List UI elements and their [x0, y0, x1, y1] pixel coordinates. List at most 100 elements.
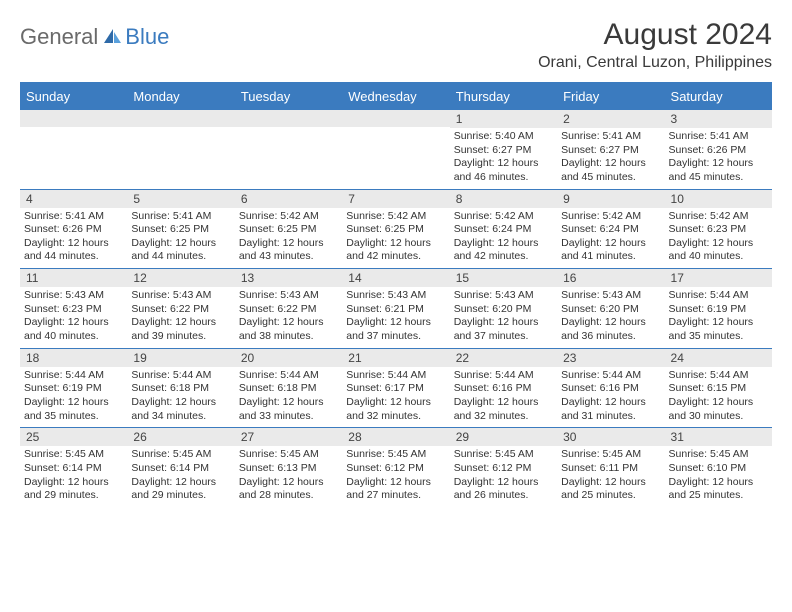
day-sunset: Sunset: 6:19 PM — [24, 382, 123, 396]
day-sunrise: Sunrise: 5:41 AM — [24, 210, 123, 224]
day-sunrise: Sunrise: 5:43 AM — [561, 289, 660, 303]
day-number: 12 — [127, 269, 234, 287]
calendar-day-cell — [20, 110, 127, 189]
day-sunrise: Sunrise: 5:41 AM — [669, 130, 768, 144]
calendar-day-cell: 20Sunrise: 5:44 AMSunset: 6:18 PMDayligh… — [235, 349, 342, 428]
day-number: 3 — [665, 110, 772, 128]
day-number: 11 — [20, 269, 127, 287]
day-day2: and 37 minutes. — [454, 330, 553, 344]
day-details: Sunrise: 5:42 AMSunset: 6:23 PMDaylight:… — [665, 208, 772, 269]
day-sunset: Sunset: 6:27 PM — [454, 144, 553, 158]
day-sunrise: Sunrise: 5:40 AM — [454, 130, 553, 144]
calendar-week-row: 1 Sunrise: 5:40 AMSunset: 6:27 PM Daylight… — [20, 109, 772, 189]
day-day1: Daylight: 12 hours — [561, 476, 660, 490]
day-number: 8 — [450, 190, 557, 208]
day-day2: and 35 minutes. — [669, 330, 768, 344]
day-day2: and 33 minutes. — [239, 410, 338, 424]
day-number: 15 — [450, 269, 557, 287]
calendar-week-row: 11Sunrise: 5:43 AMSunset: 6:23 PMDayligh… — [20, 268, 772, 348]
day-day1: Daylight: 12 hours — [561, 157, 660, 171]
day-day2: and 37 minutes. — [346, 330, 445, 344]
day-number: 18 — [20, 349, 127, 367]
day-details: Sunrise: 5:41 AMSunset: 6:27 PMDaylight:… — [557, 128, 664, 189]
calendar-day-cell: 29Sunrise: 5:45 AMSunset: 6:12 PMDayligh… — [450, 428, 557, 507]
day-day1: Daylight: 12 hours — [669, 316, 768, 330]
day-day1: Daylight: 12 hours — [561, 316, 660, 330]
day-day1: Daylight: 12 hours — [239, 396, 338, 410]
calendar-day-cell: 31Sunrise: 5:45 AMSunset: 6:10 PMDayligh… — [665, 428, 772, 507]
calendar-day-cell: 18Sunrise: 5:44 AMSunset: 6:19 PMDayligh… — [20, 349, 127, 428]
day-sunrise: Sunrise: 5:43 AM — [454, 289, 553, 303]
day-sunrise: Sunrise: 5:45 AM — [131, 448, 230, 462]
day-sunset: Sunset: 6:13 PM — [239, 462, 338, 476]
day-number: 25 — [20, 428, 127, 446]
day-sunset: Sunset: 6:18 PM — [239, 382, 338, 396]
day-details: Sunrise: 5:44 AMSunset: 6:15 PMDaylight:… — [665, 367, 772, 428]
weekday-header: Friday — [557, 84, 664, 109]
day-sunrise: Sunrise: 5:44 AM — [669, 369, 768, 383]
day-number: 1 — [450, 110, 557, 128]
day-day2: and 26 minutes. — [454, 489, 553, 503]
day-day2: and 28 minutes. — [239, 489, 338, 503]
month-title: August 2024 — [538, 18, 772, 52]
day-day1: Daylight: 12 hours — [669, 396, 768, 410]
day-number — [20, 110, 127, 127]
location-subtitle: Orani, Central Luzon, Philippines — [538, 54, 772, 72]
day-sunset: Sunset: 6:22 PM — [239, 303, 338, 317]
day-day2: and 35 minutes. — [24, 410, 123, 424]
title-block: August 2024 Orani, Central Luzon, Philip… — [538, 18, 772, 72]
day-day2: and 44 minutes. — [24, 250, 123, 264]
day-details: Sunrise: 5:42 AMSunset: 6:24 PMDaylight:… — [450, 208, 557, 269]
day-details: Sunrise: 5:41 AMSunset: 6:26 PMDaylight:… — [20, 208, 127, 269]
calendar-day-cell: 13Sunrise: 5:43 AMSunset: 6:22 PMDayligh… — [235, 269, 342, 348]
day-details: Sunrise: 5:45 AMSunset: 6:10 PMDaylight:… — [665, 446, 772, 507]
day-sunset: Sunset: 6:16 PM — [454, 382, 553, 396]
day-number: 9 — [557, 190, 664, 208]
calendar-day-cell: 10Sunrise: 5:42 AMSunset: 6:23 PMDayligh… — [665, 190, 772, 269]
calendar-day-cell: 16Sunrise: 5:43 AMSunset: 6:20 PMDayligh… — [557, 269, 664, 348]
day-details: Sunrise: 5:43 AMSunset: 6:23 PMDaylight:… — [20, 287, 127, 348]
day-number: 29 — [450, 428, 557, 446]
day-details: Sunrise: 5:43 AMSunset: 6:22 PMDaylight:… — [127, 287, 234, 348]
day-sunset: Sunset: 6:23 PM — [669, 223, 768, 237]
day-details — [235, 127, 342, 179]
day-number: 10 — [665, 190, 772, 208]
day-day2: and 34 minutes. — [131, 410, 230, 424]
day-details — [20, 127, 127, 179]
day-details: Sunrise: 5:41 AMSunset: 6:26 PMDaylight:… — [665, 128, 772, 189]
day-sunset: Sunset: 6:25 PM — [131, 223, 230, 237]
day-number: 19 — [127, 349, 234, 367]
day-day1: Daylight: 12 hours — [131, 476, 230, 490]
day-sunrise: Sunrise: 5:42 AM — [669, 210, 768, 224]
calendar-day-cell: 3Sunrise: 5:41 AMSunset: 6:26 PMDaylight… — [665, 110, 772, 189]
day-number: 6 — [235, 190, 342, 208]
day-details: Sunrise: 5:44 AMSunset: 6:16 PMDaylight:… — [450, 367, 557, 428]
day-day2: and 32 minutes. — [346, 410, 445, 424]
day-day1: Daylight: 12 hours — [24, 476, 123, 490]
day-day2: and 25 minutes. — [669, 489, 768, 503]
day-sunrise: Sunrise: 5:44 AM — [131, 369, 230, 383]
brand-logo: General Blue — [20, 24, 169, 50]
day-sunrise: Sunrise: 5:42 AM — [561, 210, 660, 224]
day-day1: Daylight: 12 hours — [24, 316, 123, 330]
day-day2: and 39 minutes. — [131, 330, 230, 344]
calendar-week-row: 18 Sunrise: 5:44 AM Sunset: 6:19 PM Dayligh… — [20, 348, 772, 428]
day-sunrise: Sunrise: 5:42 AM — [239, 210, 338, 224]
calendar-day-cell: 23Sunrise: 5:44 AMSunset: 6:16 PMDayligh… — [557, 349, 664, 428]
day-day1: Daylight: 12 hours — [131, 237, 230, 251]
day-details — [127, 127, 234, 179]
day-number: 14 — [342, 269, 449, 287]
day-details: Sunrise: 5:42 AMSunset: 6:24 PMDaylight:… — [557, 208, 664, 269]
day-day2: and 44 minutes. — [131, 250, 230, 264]
calendar-grid: Sunday Monday Tuesday Wednesday Thursday… — [20, 82, 772, 507]
day-sunset: Sunset: 6:25 PM — [346, 223, 445, 237]
day-day2: and 41 minutes. — [561, 250, 660, 264]
day-sunrise: Sunrise: 5:43 AM — [346, 289, 445, 303]
day-sunrise: Sunrise: 5:45 AM — [239, 448, 338, 462]
day-day2: and 25 minutes. — [561, 489, 660, 503]
page-header: General Blue August 2024 Orani, Central … — [20, 18, 772, 72]
day-sunrise: Sunrise: 5:41 AM — [561, 130, 660, 144]
calendar-day-cell: 9Sunrise: 5:42 AMSunset: 6:24 PMDaylight… — [557, 190, 664, 269]
day-number: 26 — [127, 428, 234, 446]
day-sunset: Sunset: 6:19 PM — [669, 303, 768, 317]
